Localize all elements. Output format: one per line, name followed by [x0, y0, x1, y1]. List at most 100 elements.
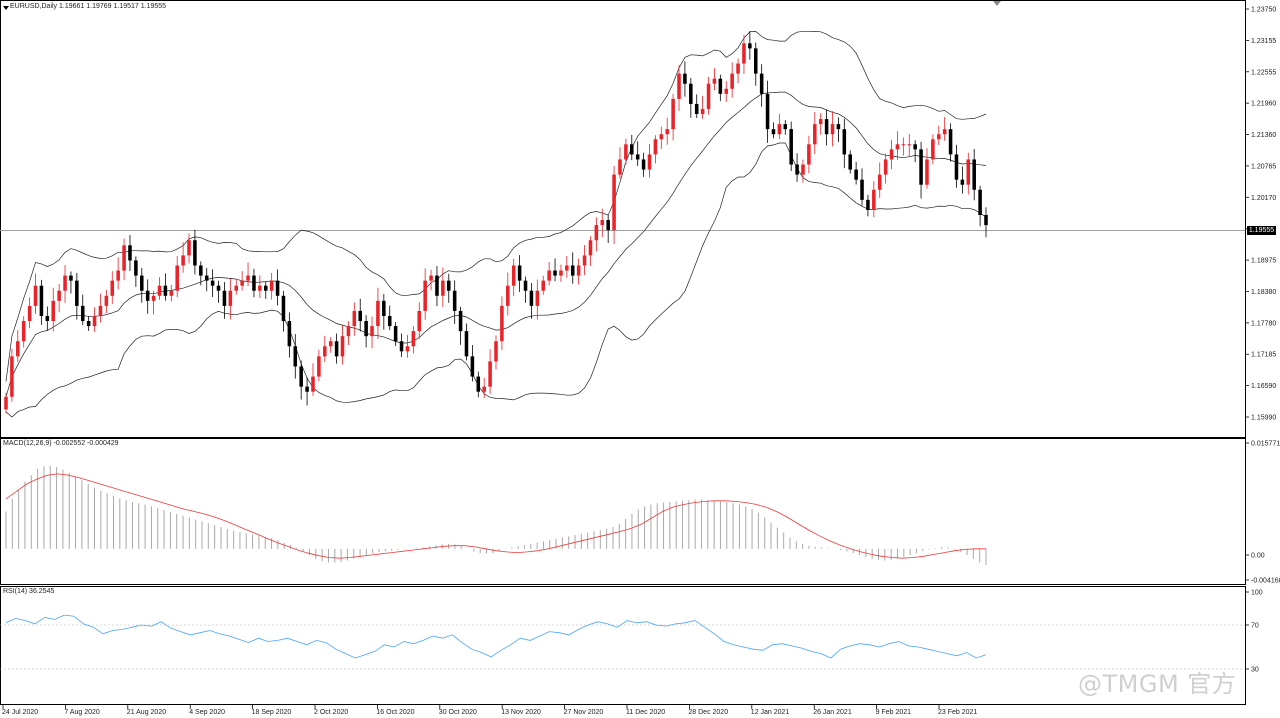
candle: [376, 287, 380, 339]
price-tick-label: 1.18975: [1251, 258, 1276, 265]
price-tick-label: 1.22555: [1251, 69, 1276, 76]
candle: [895, 131, 900, 160]
candle-body: [813, 124, 817, 145]
candle: [824, 109, 829, 146]
candle: [624, 138, 628, 165]
candle-body: [588, 240, 593, 256]
candle-body: [323, 346, 327, 357]
candle-body: [370, 326, 374, 337]
date-tick-label: 28 Dec 2020: [688, 709, 728, 716]
candle-body: [376, 300, 380, 327]
candle-body: [529, 290, 534, 306]
candle: [759, 64, 764, 107]
candle: [364, 315, 368, 348]
candle-body: [535, 290, 540, 306]
candle-body: [10, 356, 14, 397]
chart-menu-triangle-icon[interactable]: [3, 6, 9, 10]
candle-body: [228, 290, 233, 306]
candle: [417, 302, 422, 340]
candle-body: [570, 265, 575, 276]
candle: [45, 306, 50, 331]
candle: [287, 312, 292, 358]
candle: [210, 269, 215, 297]
candle: [984, 207, 988, 238]
candle: [712, 68, 717, 91]
macd-tick-label: 0.015771: [1251, 441, 1280, 448]
candle: [193, 229, 197, 275]
candle-body: [872, 189, 876, 210]
date-tick-label: 26 Jan 2021: [813, 709, 852, 716]
candle: [464, 323, 469, 361]
candle-body: [346, 326, 351, 337]
candle: [51, 287, 55, 332]
shift-marker-icon[interactable]: [993, 1, 1001, 6]
candle-body: [600, 220, 605, 226]
date-tick-label: 13 Nov 2020: [501, 709, 541, 716]
price-tick-label: 1.20170: [1251, 195, 1276, 202]
candle: [452, 280, 457, 324]
candle-body: [51, 300, 55, 322]
candle-body: [523, 280, 528, 291]
candle: [305, 377, 309, 406]
candle-body: [258, 285, 262, 291]
candle: [683, 61, 687, 97]
candle: [777, 113, 782, 140]
candle-body: [57, 290, 61, 301]
candle: [913, 140, 917, 163]
candle: [807, 135, 811, 174]
date-tick-label: 30 Oct 2020: [439, 709, 477, 716]
candle-body: [972, 159, 976, 190]
candle: [842, 118, 847, 169]
candle: [258, 275, 262, 299]
candle-body: [393, 326, 398, 342]
candle-body: [163, 285, 168, 296]
candle: [736, 58, 740, 84]
candle: [75, 272, 79, 320]
tmgm-watermark: @TMGM 官方: [1078, 670, 1237, 698]
candle: [647, 144, 652, 178]
candle-body: [216, 285, 221, 291]
candle-body: [742, 43, 746, 64]
candle: [813, 111, 817, 155]
candle-body: [771, 129, 776, 135]
macd-tick-label: 0.00: [1251, 553, 1265, 560]
candle: [966, 152, 971, 195]
price-tick-label: 1.23750: [1251, 7, 1276, 14]
candle-body: [27, 305, 32, 322]
candle: [541, 275, 545, 295]
candle-body: [234, 285, 239, 291]
macd-signal-line: [5, 473, 986, 559]
candle: [588, 236, 593, 266]
candle-body: [689, 83, 693, 104]
candle: [240, 271, 244, 291]
candle: [960, 166, 965, 194]
candle-body: [187, 240, 191, 256]
candle: [33, 273, 38, 314]
candle-body: [364, 321, 368, 337]
candle: [730, 62, 734, 98]
bb-middle-line: [5, 91, 987, 397]
candle: [706, 76, 711, 115]
candle: [293, 334, 298, 379]
candle: [830, 110, 835, 147]
candle-body: [252, 275, 256, 291]
price-tick-label: 1.15990: [1251, 415, 1276, 422]
candle-body: [269, 280, 274, 291]
price-tick-label: 1.23155: [1251, 38, 1276, 45]
candle-body: [45, 315, 50, 322]
candle-body: [4, 396, 8, 410]
candle-body: [175, 265, 179, 291]
candle: [246, 262, 250, 287]
candle: [860, 168, 864, 206]
date-tick-label: 9 Feb 2021: [876, 709, 912, 716]
candle-body: [33, 285, 38, 306]
candle: [157, 277, 162, 300]
rsi-label: RSI(14) 36.2545: [3, 588, 55, 595]
candle: [16, 329, 20, 363]
candle-body: [818, 119, 823, 125]
candle-body: [281, 295, 286, 322]
candle: [535, 279, 540, 320]
candle-body: [653, 139, 658, 155]
bb-upper-line: [5, 30, 987, 382]
